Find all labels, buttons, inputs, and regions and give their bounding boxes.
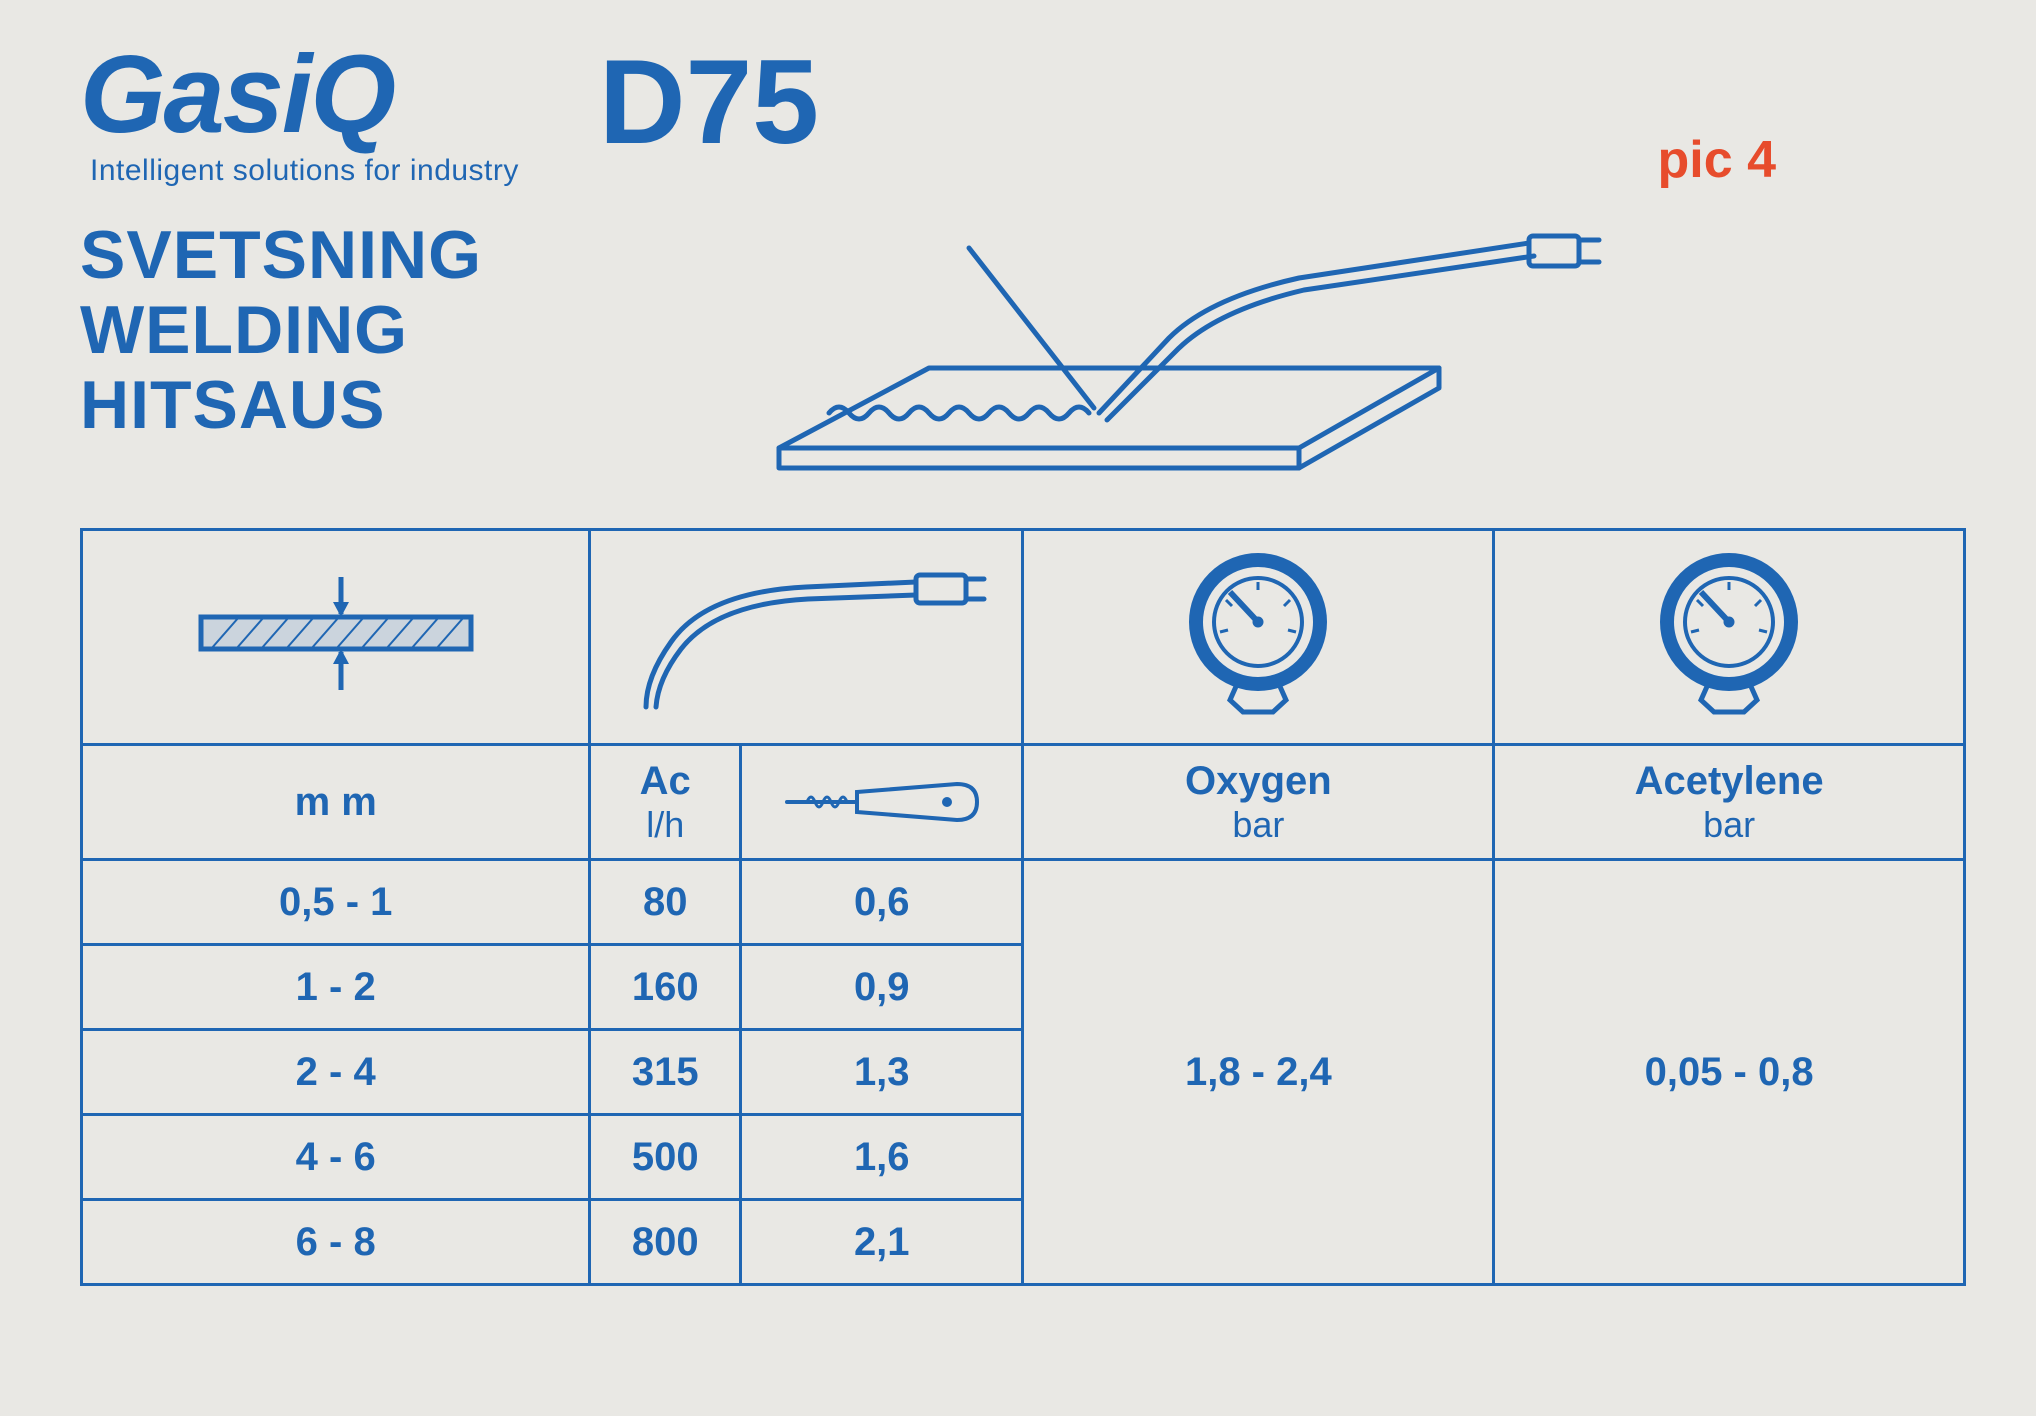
cleaning-needle-icon bbox=[777, 772, 987, 832]
cell-ac: 160 bbox=[590, 945, 741, 1030]
model-code: D75 bbox=[599, 42, 819, 162]
cell-oxygen-range: 1,8 - 2,4 bbox=[1023, 860, 1494, 1285]
col-mm-label: m m bbox=[295, 780, 377, 824]
cell-mm: 4 - 6 bbox=[82, 1115, 590, 1200]
col-ac-label-bot: l/h bbox=[595, 804, 735, 846]
cell-mm: 1 - 2 bbox=[82, 945, 590, 1030]
cell-nz: 1,3 bbox=[741, 1030, 1023, 1115]
oxygen-gauge-icon bbox=[1023, 530, 1494, 745]
torch-tip-icon bbox=[590, 530, 1023, 745]
table-icon-row bbox=[82, 530, 1965, 745]
pic-label: pic 4 bbox=[1658, 130, 1777, 190]
cell-ac: 315 bbox=[590, 1030, 741, 1115]
col-oxygen-unit: bar bbox=[1028, 804, 1488, 846]
cell-nz: 0,6 bbox=[741, 860, 1023, 945]
acetylene-gauge-icon bbox=[1494, 530, 1965, 745]
col-ac-label-top: Ac bbox=[640, 759, 691, 803]
brand-tagline: Intelligent solutions for industry bbox=[90, 154, 519, 188]
table-header-row: m m Ac l/h Oxyge bbox=[82, 745, 1965, 860]
cell-nz: 0,9 bbox=[741, 945, 1023, 1030]
col-oxygen-header: Oxygen bar bbox=[1023, 745, 1494, 860]
col-mm-header: m m bbox=[82, 745, 590, 860]
sheet: GasiQ Intelligent solutions for industry… bbox=[0, 0, 2036, 1416]
cell-nz: 1,6 bbox=[741, 1115, 1023, 1200]
col-acetylene-unit: bar bbox=[1499, 804, 1959, 846]
cell-nz: 2,1 bbox=[741, 1200, 1023, 1285]
cell-mm: 2 - 4 bbox=[82, 1030, 590, 1115]
thickness-icon bbox=[82, 530, 590, 745]
cell-mm: 0,5 - 1 bbox=[82, 860, 590, 945]
col-ac-header: Ac l/h bbox=[590, 745, 741, 860]
cell-ac: 800 bbox=[590, 1200, 741, 1285]
section-row: SVETSNING WELDING HITSAUS bbox=[80, 218, 1966, 508]
cell-ac: 500 bbox=[590, 1115, 741, 1200]
brand: GasiQ Intelligent solutions for industry bbox=[80, 40, 519, 188]
cell-acetylene-range: 0,05 - 0,8 bbox=[1494, 860, 1965, 1285]
cell-ac: 80 bbox=[590, 860, 741, 945]
cell-mm: 6 - 8 bbox=[82, 1200, 590, 1285]
col-oxygen-label: Oxygen bbox=[1185, 759, 1332, 803]
section-title-line: WELDING bbox=[80, 292, 408, 368]
col-nozzle-header bbox=[741, 745, 1023, 860]
spec-table: m m Ac l/h Oxyge bbox=[80, 528, 1966, 1286]
brand-name: GasiQ bbox=[80, 40, 519, 150]
welding-illustration-icon bbox=[412, 218, 1966, 508]
col-acetylene-label: Acetylene bbox=[1635, 759, 1824, 803]
table-row: 0,5 - 1 80 0,6 1,8 - 2,4 0,05 - 0,8 bbox=[82, 860, 1965, 945]
col-acetylene-header: Acetylene bar bbox=[1494, 745, 1965, 860]
section-title-line: HITSAUS bbox=[80, 367, 385, 443]
